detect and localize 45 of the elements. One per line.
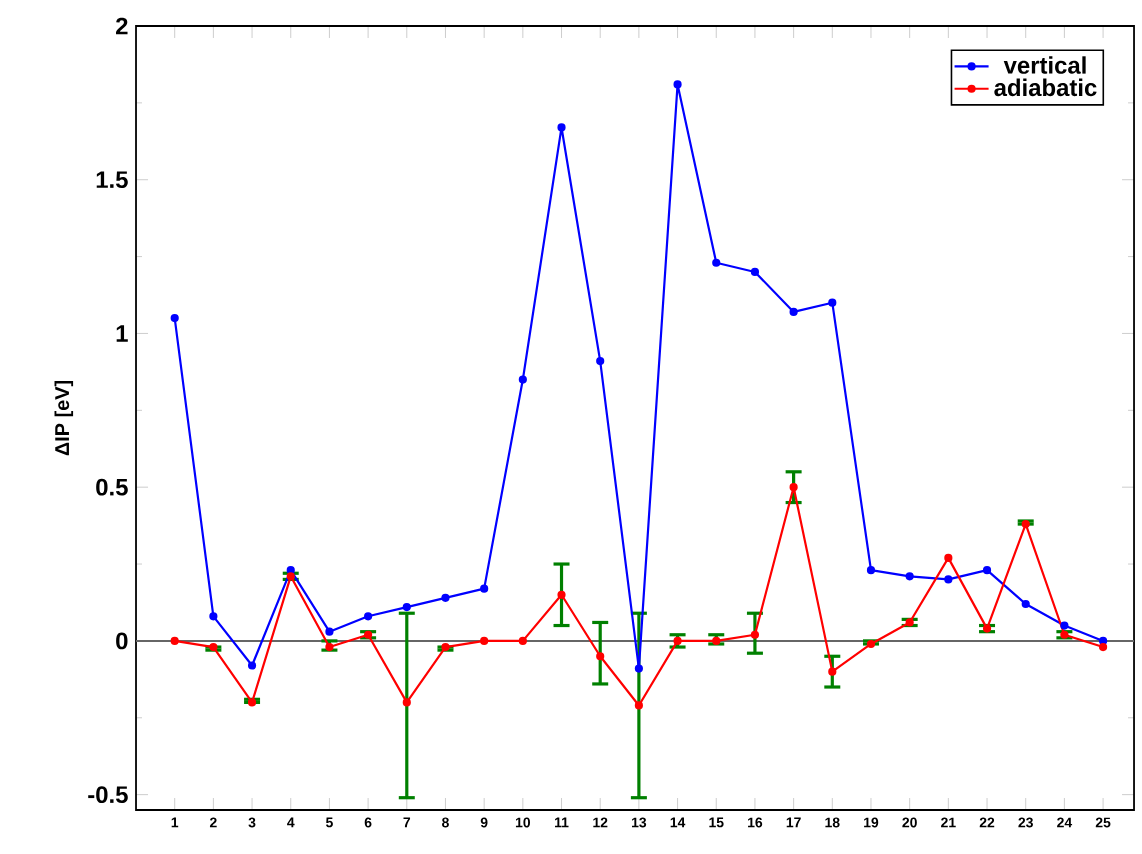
y-tick-label: 1.5	[96, 171, 128, 189]
point	[944, 553, 953, 562]
point	[402, 698, 411, 707]
point	[828, 667, 837, 676]
y-tick-label: 1	[116, 325, 128, 342]
point	[634, 701, 643, 710]
point	[364, 612, 373, 621]
point	[712, 258, 721, 267]
point	[673, 80, 682, 89]
y-tick-label: -0.5	[88, 786, 128, 804]
point	[170, 636, 179, 645]
point	[596, 357, 605, 366]
point	[480, 636, 489, 645]
y-tick-label: 0.5	[96, 478, 128, 496]
point	[905, 572, 914, 581]
point	[634, 664, 643, 673]
point	[170, 313, 179, 323]
point	[789, 307, 798, 317]
legend-label: adiabatic	[994, 78, 1097, 97]
y-tick-label: 0	[116, 632, 128, 650]
point	[1098, 642, 1108, 652]
point	[557, 590, 566, 599]
point	[557, 123, 566, 132]
point	[325, 627, 334, 636]
point	[209, 612, 218, 621]
point	[750, 267, 760, 277]
point	[1098, 636, 1108, 645]
point	[828, 298, 837, 307]
point	[247, 661, 257, 670]
point	[944, 575, 953, 584]
point	[518, 636, 527, 645]
point	[1021, 599, 1030, 609]
point	[750, 630, 760, 639]
point	[866, 566, 876, 575]
legend-label: vertical	[1003, 56, 1086, 74]
point	[286, 566, 295, 575]
point	[982, 566, 992, 575]
y-axis-title: ΔIP [eV]	[54, 380, 74, 456]
point	[789, 483, 798, 492]
point	[518, 375, 527, 384]
point	[596, 652, 605, 661]
y-tick-label: 2	[116, 17, 128, 35]
point	[441, 593, 450, 602]
point	[480, 584, 489, 593]
point	[402, 602, 411, 612]
